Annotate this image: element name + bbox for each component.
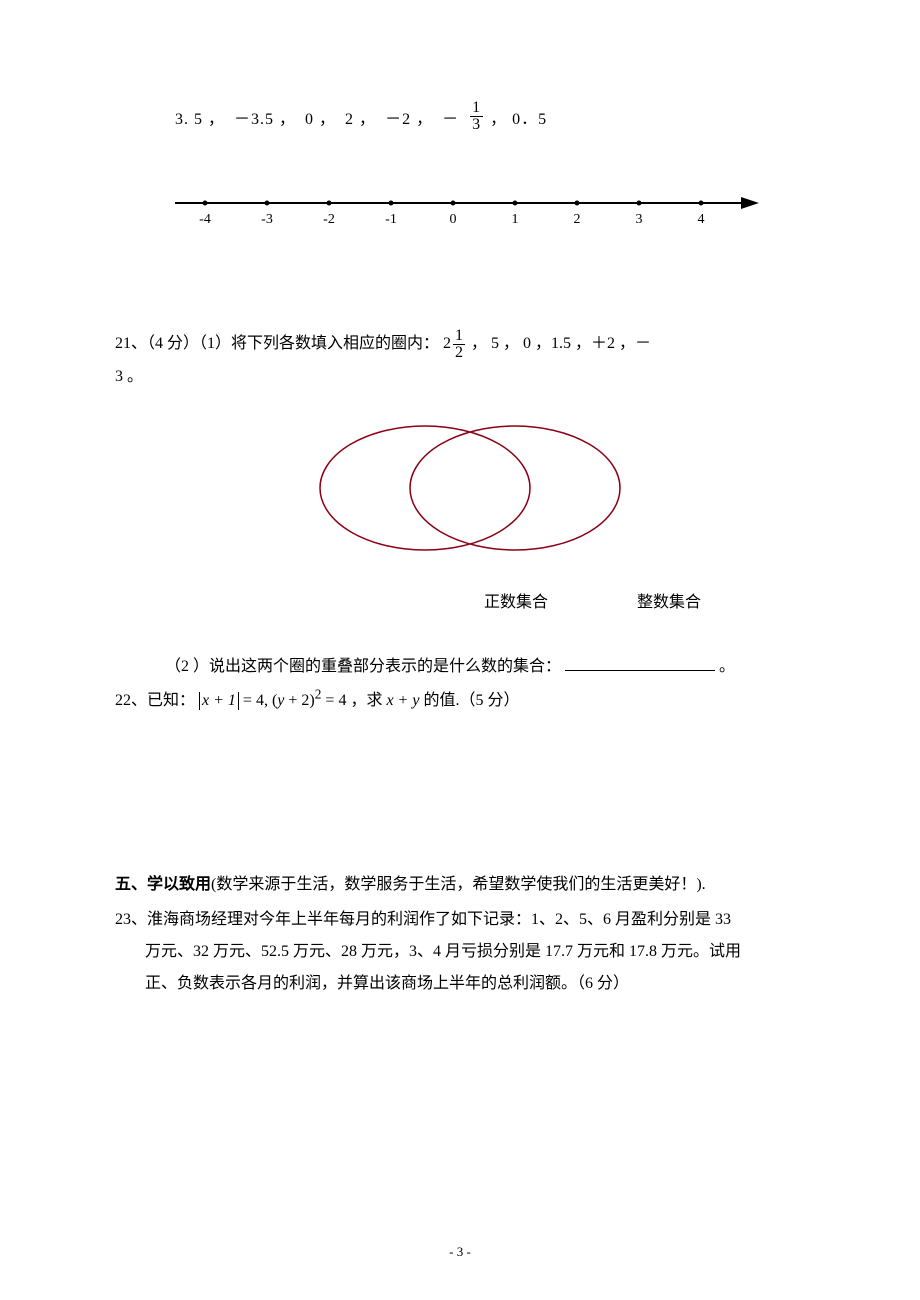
venn-label-right: 整数集合 <box>637 588 701 612</box>
num-item: 0 ， <box>305 105 336 129</box>
num-item: 3. 5 ， <box>175 105 225 129</box>
num-item: 2 ， <box>345 105 376 129</box>
fraction: 12 <box>453 328 465 361</box>
venn-diagram <box>115 413 805 568</box>
abs-content: x + 1 <box>202 692 236 709</box>
venn-svg <box>290 413 630 563</box>
abs-value: x + 1 <box>199 692 239 710</box>
venn-labels: 正数集合 整数集合 <box>115 588 805 612</box>
question-23: 23、淮海商场经理对今年上半年每月的利润作了如下记录：1、2、5、6 月盈利分别… <box>115 904 805 1000</box>
fraction-den: 2 <box>453 345 465 361</box>
q21p2-text: （2 ）说出这两个圈的重叠部分表示的是什么数的集合： <box>165 658 561 675</box>
q21p2-suffix: 。 <box>719 658 735 675</box>
xy-expr: x + y <box>382 692 423 709</box>
num-item: －2 ， <box>385 105 433 129</box>
q21-prefix: 21、（4 分）（1）将下列各数填入相应的圈内： <box>115 335 443 352</box>
number-line: -4 -3 -2 -1 0 1 2 3 4 <box>115 183 805 238</box>
section-5-subtitle: (数学来源于生活，数学服务于生活，希望数学使我们的生活更美好！). <box>211 876 706 893</box>
mixed-number: 212 <box>443 328 467 361</box>
svg-text:2: 2 <box>574 212 581 227</box>
section-5-title: 五、学以致用 <box>115 876 211 893</box>
svg-text:-1: -1 <box>385 212 397 227</box>
q23-line3: 正、负数表示各月的利润，并算出该商场上半年的总利润额。（6 分） <box>115 968 805 1000</box>
mixed-whole: 2 <box>443 335 451 352</box>
q22-afterabs: = 4, ( <box>243 692 277 709</box>
q21-rest: ， 5 ， 0 ，1.5 ，＋2 ，－ <box>471 335 651 352</box>
number-list: 3. 5 ， －3.5 ， 0 ， 2 ， －2 ， － 1 3 ， 0．5 <box>115 100 805 133</box>
q22-aftery: + 2) <box>284 692 314 709</box>
svg-text:4: 4 <box>698 212 705 227</box>
q21-part2: （2 ）说出这两个圈的重叠部分表示的是什么数的集合： 。 <box>115 652 805 676</box>
number-line-svg: -4 -3 -2 -1 0 1 2 3 4 <box>165 183 765 233</box>
q22-aftersup: = 4 ，求 <box>321 692 382 709</box>
fraction-num: 1 <box>470 100 483 117</box>
num-item: ， 0．5 <box>490 105 547 129</box>
venn-label-left: 正数集合 <box>484 588 548 612</box>
section-5-header: 五、学以致用(数学来源于生活，数学服务于生活，希望数学使我们的生活更美好！). <box>115 870 805 894</box>
page-number: - 3 - <box>449 1244 471 1260</box>
q21-line2: 3 。 <box>115 368 143 385</box>
question-22: 22、已知： x + 1 = 4, (y + 2)2 = 4 ，求 x + y … <box>115 686 805 710</box>
blank-line <box>565 670 715 671</box>
svg-text:0: 0 <box>450 212 457 227</box>
question-21: 21、（4 分）（1）将下列各数填入相应的圈内： 212 ， 5 ， 0 ，1.… <box>115 328 805 393</box>
svg-text:-3: -3 <box>261 212 273 227</box>
svg-text:3: 3 <box>636 212 643 227</box>
fraction-den: 3 <box>470 117 483 133</box>
fraction-num: 1 <box>453 328 465 345</box>
q22-suffix: 的值.（5 分） <box>423 692 519 709</box>
frac-prefix: － <box>442 105 459 129</box>
q23-line1: 23、淮海商场经理对今年上半年每月的利润作了如下记录：1、2、5、6 月盈利分别… <box>115 904 805 936</box>
svg-text:-2: -2 <box>323 212 335 227</box>
q22-prefix: 22、已知： <box>115 692 195 709</box>
svg-text:1: 1 <box>512 212 519 227</box>
svg-text:-4: -4 <box>199 212 211 227</box>
fraction: 1 3 <box>470 100 483 133</box>
q23-line2: 万元、32 万元、52.5 万元、28 万元，3、4 月亏损分别是 17.7 万… <box>115 936 805 968</box>
num-item: －3.5 ， <box>234 105 296 129</box>
